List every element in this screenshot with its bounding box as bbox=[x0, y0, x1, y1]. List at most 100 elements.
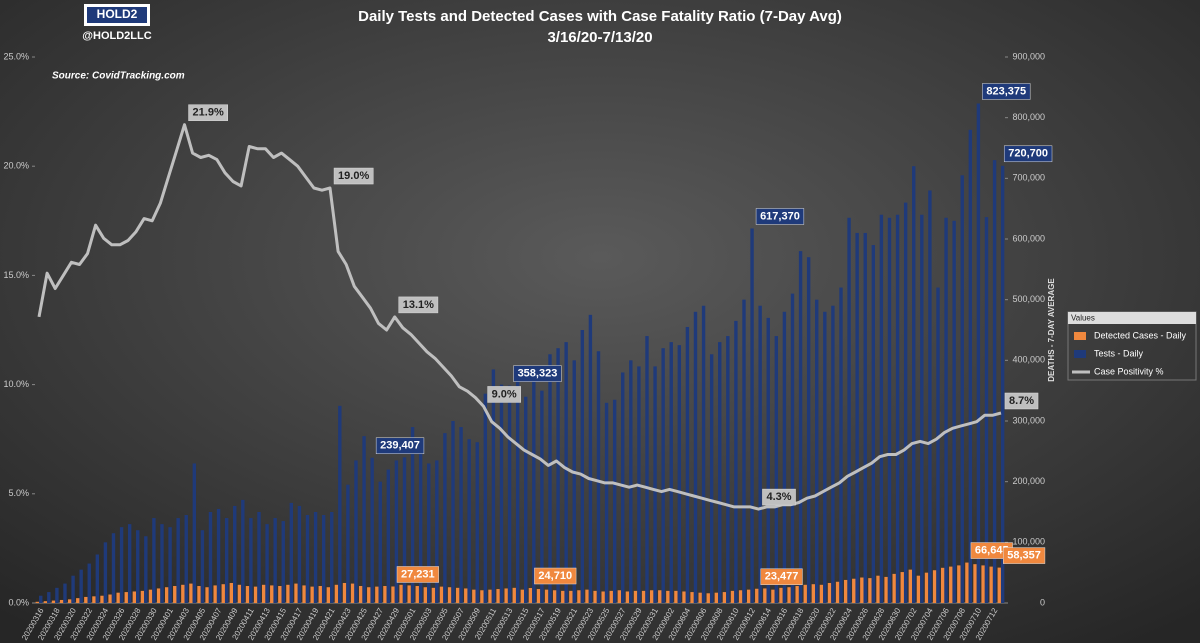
bar bbox=[552, 590, 557, 603]
bar bbox=[189, 583, 193, 603]
bar bbox=[63, 583, 67, 603]
legend-title: Values bbox=[1071, 314, 1095, 323]
bar bbox=[156, 588, 161, 603]
bar bbox=[742, 299, 746, 603]
data-label-box bbox=[487, 386, 521, 403]
bar bbox=[617, 590, 622, 603]
data-label-box bbox=[1003, 547, 1046, 564]
bar bbox=[221, 584, 225, 603]
bar bbox=[693, 311, 698, 603]
bar bbox=[35, 601, 40, 603]
bar bbox=[253, 586, 258, 603]
bar bbox=[577, 590, 581, 603]
bar bbox=[920, 214, 924, 603]
bar bbox=[649, 590, 654, 603]
bar bbox=[798, 251, 803, 603]
bar bbox=[184, 515, 188, 603]
data-label-text: 13.1% bbox=[403, 299, 434, 311]
bar bbox=[871, 245, 876, 604]
bar bbox=[658, 590, 662, 603]
bar bbox=[940, 567, 945, 603]
bar bbox=[892, 573, 896, 603]
bar bbox=[111, 533, 116, 603]
bar bbox=[528, 588, 533, 603]
bar bbox=[447, 587, 452, 603]
bar bbox=[43, 601, 48, 603]
data-label-text: 23,477 bbox=[765, 571, 799, 583]
bar bbox=[596, 351, 601, 603]
legend-label: Tests - Daily bbox=[1094, 348, 1144, 358]
data-label-text: 823,375 bbox=[986, 85, 1026, 97]
bar bbox=[330, 512, 334, 603]
legend-label: Case Positivity % bbox=[1094, 366, 1164, 376]
bar bbox=[378, 481, 382, 603]
bar bbox=[148, 589, 153, 603]
bar bbox=[467, 439, 471, 603]
bar bbox=[386, 469, 391, 603]
bar bbox=[730, 590, 735, 603]
data-label-box bbox=[396, 566, 439, 583]
logo-inner bbox=[87, 7, 147, 23]
bar bbox=[176, 518, 180, 603]
bar bbox=[763, 588, 767, 603]
bar bbox=[229, 582, 234, 603]
bar bbox=[475, 442, 479, 603]
bar bbox=[140, 590, 145, 603]
data-label-box bbox=[1003, 145, 1053, 163]
bar bbox=[989, 566, 993, 603]
bar bbox=[245, 586, 250, 603]
bar bbox=[418, 451, 423, 603]
bar bbox=[734, 320, 738, 603]
bar bbox=[827, 582, 832, 603]
bar bbox=[1000, 165, 1005, 603]
chart-title: Daily Tests and Detected Cases with Case… bbox=[358, 8, 842, 25]
bar bbox=[863, 232, 867, 603]
source: Source: CovidTracking.com bbox=[52, 71, 185, 82]
bar bbox=[499, 384, 504, 603]
bar bbox=[572, 360, 576, 603]
bar bbox=[524, 396, 528, 603]
bar bbox=[912, 166, 916, 603]
bar bbox=[455, 587, 460, 603]
bar bbox=[540, 390, 544, 603]
data-label-text: 24,710 bbox=[538, 570, 572, 582]
bar bbox=[868, 578, 872, 603]
bar bbox=[205, 587, 209, 603]
y-tick-label: 5.0% bbox=[8, 488, 29, 498]
data-label: 23,477 bbox=[760, 568, 803, 586]
bar bbox=[208, 512, 213, 603]
bar bbox=[746, 589, 751, 603]
bar bbox=[544, 589, 549, 603]
y-tick-label: 0.0% bbox=[8, 597, 29, 607]
bar bbox=[706, 593, 710, 603]
data-label-box bbox=[982, 83, 1031, 100]
bar bbox=[779, 587, 783, 603]
bar bbox=[39, 595, 43, 603]
bar bbox=[273, 518, 277, 603]
data-label: 8.7% bbox=[1004, 392, 1039, 410]
bar bbox=[375, 586, 379, 603]
bar bbox=[512, 587, 516, 603]
bar bbox=[580, 330, 585, 603]
bar bbox=[661, 348, 665, 603]
bar bbox=[67, 599, 72, 603]
bar bbox=[265, 524, 269, 603]
bar bbox=[916, 575, 921, 603]
bar bbox=[653, 366, 657, 603]
bar bbox=[164, 587, 169, 603]
bar bbox=[908, 569, 913, 603]
data-label-text: 8.7% bbox=[1009, 395, 1034, 407]
y2-tick-label: 900,000 bbox=[1012, 51, 1045, 61]
bar bbox=[682, 591, 686, 603]
bar bbox=[289, 502, 294, 603]
bar bbox=[666, 590, 670, 603]
bar bbox=[350, 583, 355, 603]
data-label: 24,710 bbox=[534, 567, 577, 585]
bar bbox=[561, 590, 565, 603]
bar bbox=[949, 566, 953, 603]
bar bbox=[439, 586, 444, 603]
bar bbox=[965, 562, 969, 603]
bar bbox=[968, 129, 973, 604]
bar bbox=[488, 589, 492, 603]
